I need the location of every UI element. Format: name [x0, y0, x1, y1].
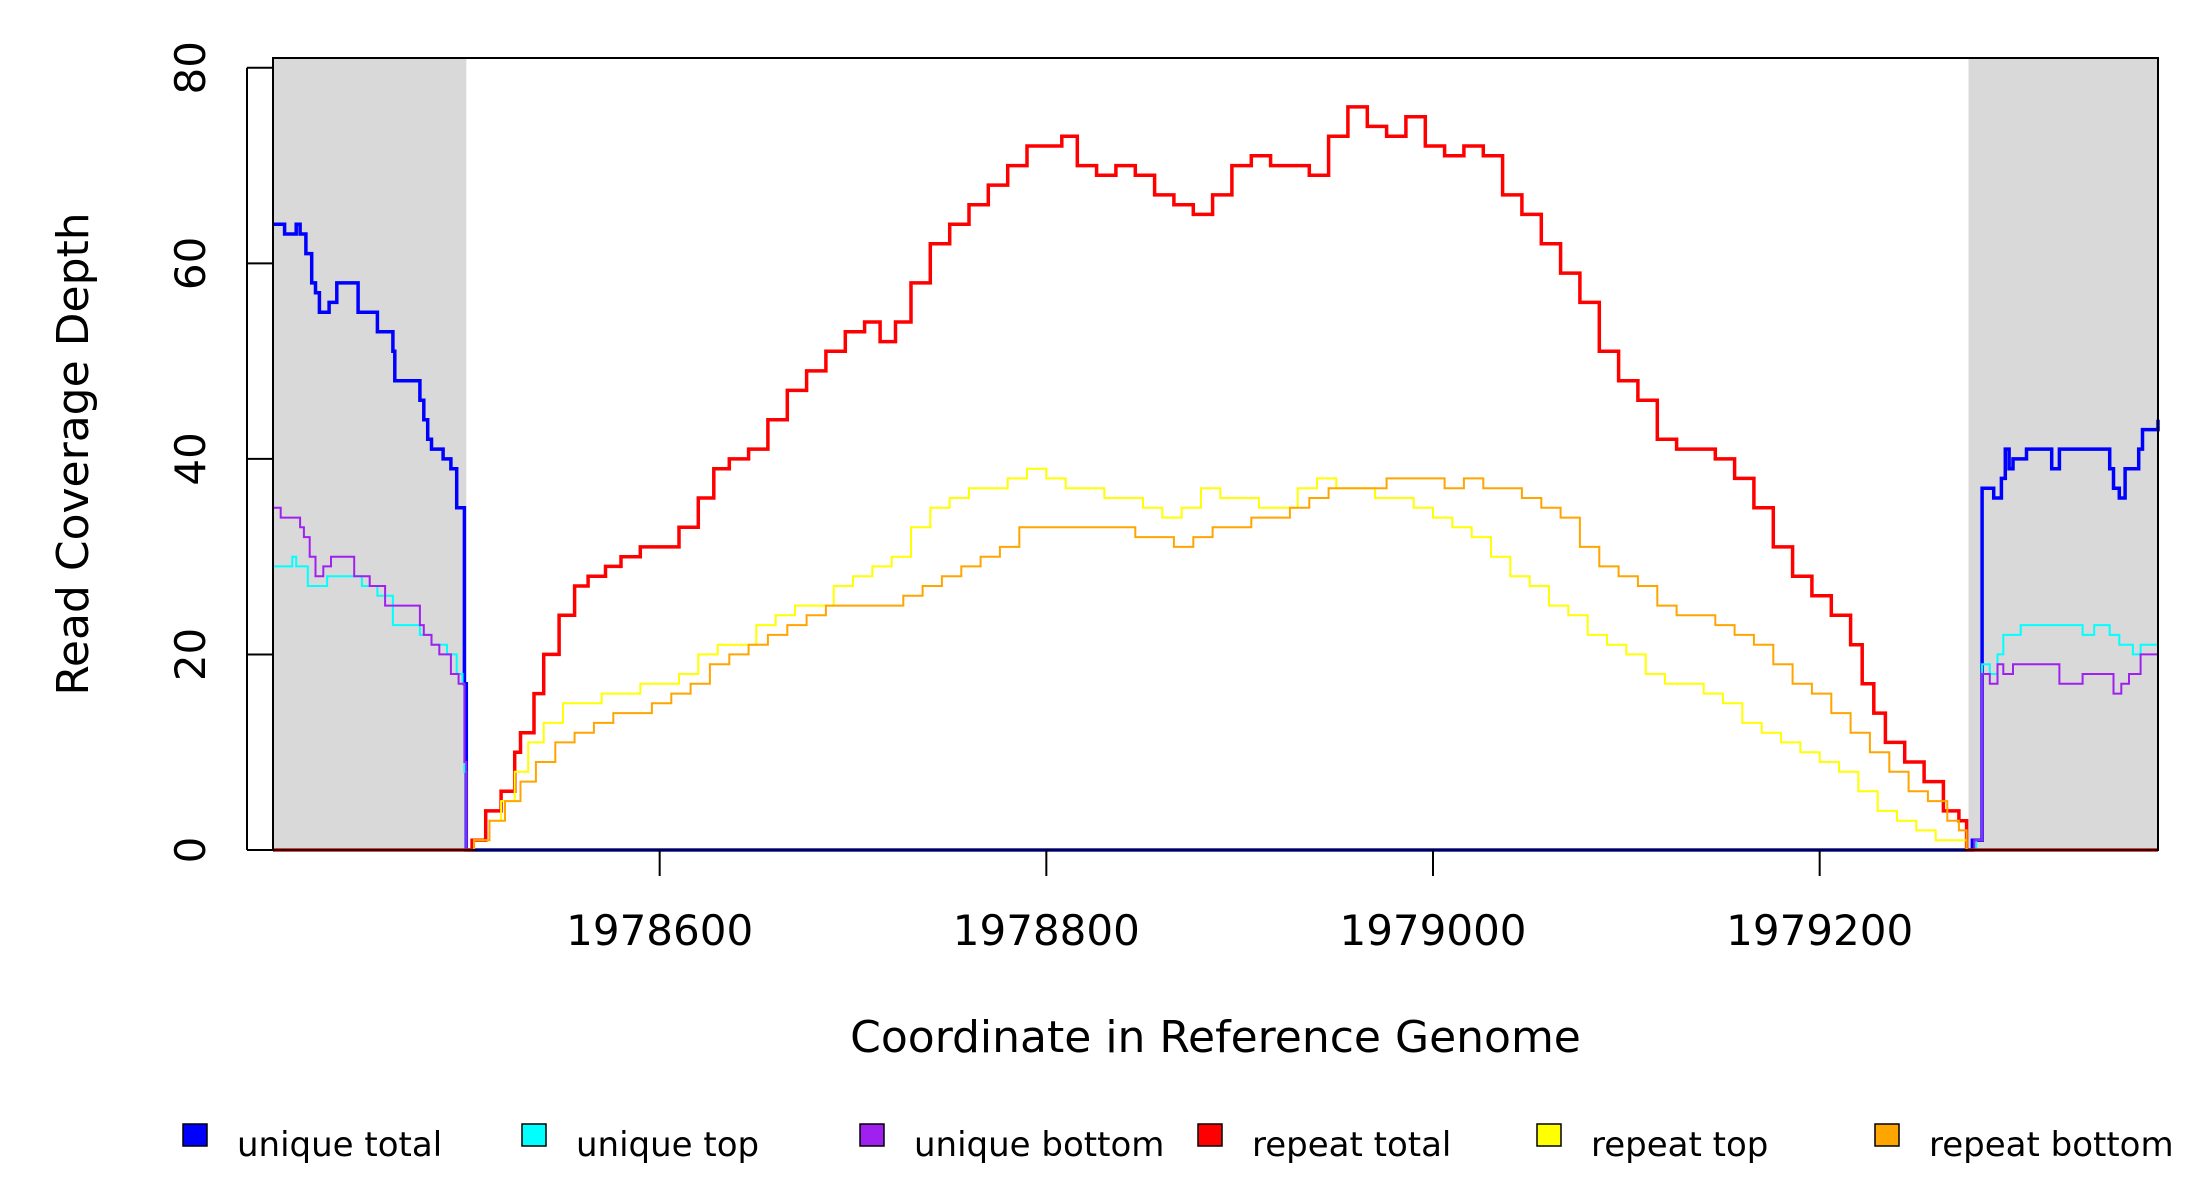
legend-swatch [182, 1123, 208, 1147]
shaded-region-2 [1968, 58, 2158, 850]
series-line-unique-total [273, 222, 2160, 852]
series-line-repeat-bottom [273, 477, 2158, 851]
plot-frame [272, 57, 2159, 851]
x-tick-label: 1979200 [1726, 906, 1913, 955]
y-tick-label: 60 [166, 237, 215, 290]
legend-swatch [1874, 1123, 1900, 1147]
y-axis: 0 20 40 60 80 [166, 41, 273, 863]
legend-label: repeat total [1252, 1125, 1451, 1165]
legend-label: repeat top [1591, 1125, 1768, 1165]
legend-label: unique top [576, 1125, 759, 1165]
legend: unique total unique top unique bottom repea… [182, 1123, 2174, 1165]
y-tick-label: 40 [166, 432, 215, 485]
series-lines [273, 105, 2160, 852]
legend-swatch [1197, 1123, 1223, 1147]
legend-label: repeat bottom [1929, 1125, 2174, 1165]
series-line-repeat-total [273, 105, 2158, 852]
x-axis-title: Coordinate in Reference Genome [850, 1012, 1581, 1063]
legend-swatch [1536, 1123, 1562, 1147]
shaded-regions [273, 58, 2158, 850]
x-tick-label: 1978600 [566, 906, 753, 955]
y-tick-label: 0 [166, 837, 215, 864]
y-tick-label: 80 [166, 41, 215, 94]
legend-label: unique bottom [914, 1125, 1164, 1165]
y-axis-title: Read Coverage Depth [48, 212, 99, 695]
legend-swatch [859, 1123, 885, 1147]
x-axis: 1978600 1978800 1979000 1979200 [566, 849, 1913, 955]
shaded-region-1 [273, 58, 467, 850]
series-line-unique-bottom [273, 506, 2159, 851]
y-tick-label: 20 [166, 628, 215, 681]
legend-label: unique total [237, 1125, 442, 1165]
x-tick-label: 1979000 [1339, 906, 1526, 955]
series-line-repeat-top [273, 467, 2158, 851]
x-tick-label: 1978800 [953, 906, 1140, 955]
legend-swatch [521, 1123, 547, 1147]
